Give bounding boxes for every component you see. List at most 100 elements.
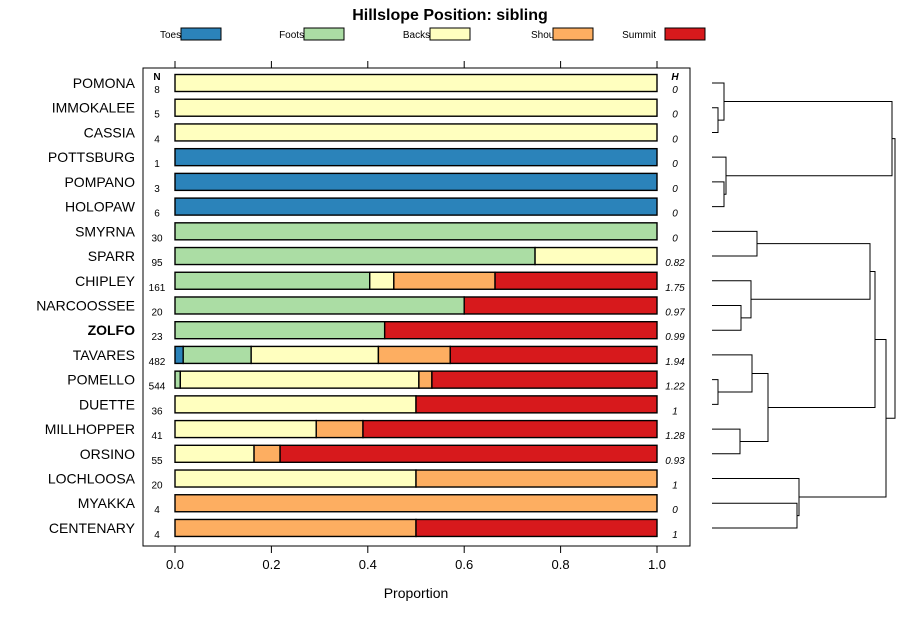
- dendrogram-branch: [724, 101, 893, 177]
- h-value: 1.28: [665, 431, 685, 442]
- legend-label-footslope: Footslope: [279, 30, 323, 41]
- dendrogram-branch: [740, 372, 769, 442]
- h-value: 0: [672, 134, 678, 145]
- n-value: 4: [154, 134, 160, 145]
- h-value: 0.82: [665, 258, 685, 269]
- n-value: 6: [154, 209, 160, 220]
- h-value: 1: [672, 530, 678, 541]
- soil-label: POMELLO: [67, 372, 135, 388]
- dendrogram-branch: [886, 138, 896, 419]
- soil-label: ZOLFO: [88, 322, 136, 338]
- bar-segment-backslope: [174, 395, 417, 414]
- row-pomona: POMONA 8 0: [73, 73, 678, 96]
- soil-label: CHIPLEY: [75, 273, 136, 289]
- row-narcoossee: NARCOOSSEE 20 0.97: [36, 296, 685, 318]
- legend-swatch-shoulder: [552, 27, 594, 41]
- bar-segment-shoulder: [415, 469, 658, 488]
- n-value: 95: [151, 258, 163, 269]
- x-tick-label: 0.2: [262, 557, 280, 572]
- row-lochloosa: LOCHLOOSA 20 1: [48, 469, 678, 492]
- row-holopaw: HOLOPAW 6 0: [65, 197, 678, 220]
- soil-label: SMYRNA: [75, 223, 136, 239]
- row-orsino: ORSINO 55 0.93: [80, 444, 685, 467]
- h-value: 1.22: [665, 382, 685, 393]
- bar-segment-summit: [383, 321, 658, 340]
- soil-label: CENTENARY: [49, 520, 136, 536]
- n-value: 4: [154, 505, 160, 516]
- row-centenary: CENTENARY 4 1: [49, 518, 678, 541]
- bar-segment-summit: [449, 345, 658, 365]
- bar-segment-backslope: [174, 123, 658, 142]
- soil-label: ORSINO: [80, 446, 135, 462]
- h-header: H: [671, 72, 679, 83]
- bar-segment-backslope: [534, 246, 658, 266]
- bar-segment-summit: [463, 296, 658, 315]
- n-value: 3: [154, 184, 160, 195]
- bar-segment-footslope: [174, 246, 536, 266]
- h-value: 0: [672, 85, 678, 96]
- row-smyrna: SMYRNA 30 0: [75, 222, 678, 244]
- bar-segment-backslope: [174, 73, 658, 93]
- n-value: 23: [151, 332, 163, 343]
- soil-label: DUETTE: [79, 396, 135, 412]
- soil-label: CASSIA: [84, 124, 136, 140]
- bar-segment-summit: [362, 419, 658, 439]
- dendrogram-branch: [712, 304, 742, 331]
- bar-segment-shoulder: [253, 444, 281, 463]
- bar-segment-footslope: [182, 345, 252, 365]
- bar-segment-footslope: [174, 370, 182, 389]
- x-tick-label: 0.6: [455, 557, 473, 572]
- legend-label-summit: Summit: [622, 30, 656, 41]
- bar-segment-backslope: [174, 419, 317, 439]
- h-value: 0: [672, 233, 678, 244]
- x-axis: 0.0 0.2 0.4 0.6 0.8 1.0: [166, 546, 666, 572]
- n-value: 20: [151, 307, 163, 318]
- h-value: 0: [672, 209, 678, 220]
- dendrogram-branch: [751, 243, 871, 300]
- bar-segment-footslope: [174, 296, 465, 315]
- bar-segment-backslope: [179, 370, 420, 389]
- soil-label: TAVARES: [73, 347, 135, 363]
- legend: Toeslope Footslope Backslope Shoulder Summit: [160, 27, 706, 41]
- dendrogram-branch: [712, 478, 800, 517]
- soil-label: IMMOKALEE: [52, 100, 135, 116]
- legend-label-toeslope: Toeslope: [160, 30, 200, 41]
- h-value: 0: [672, 110, 678, 121]
- n-value: 544: [149, 382, 166, 393]
- dendrogram-branch: [712, 379, 719, 405]
- n-value: 5: [154, 110, 160, 121]
- x-tick-label: 0.0: [166, 557, 184, 572]
- h-value: 0: [672, 184, 678, 195]
- h-value: 0.93: [665, 456, 685, 467]
- chart-title: Hillslope Position: sibling: [352, 7, 548, 24]
- legend-swatch-backslope: [429, 27, 471, 41]
- n-value: 20: [151, 481, 163, 492]
- plot-frame: [142, 67, 691, 547]
- dendrogram-branch: [712, 107, 719, 133]
- n-value: 4: [154, 530, 160, 541]
- row-cassia: CASSIA 4 0: [84, 123, 678, 145]
- bar-segment-summit: [415, 395, 658, 414]
- bar-segment-shoulder: [377, 345, 451, 365]
- bar-segment-footslope: [174, 271, 371, 290]
- h-value: 1.75: [665, 283, 685, 294]
- dendrogram-branch: [799, 338, 887, 498]
- bar-segment-footslope: [174, 321, 386, 340]
- h-value: 0: [672, 505, 678, 516]
- n-value: 161: [149, 283, 166, 294]
- legend-label-backslope: Backslope: [403, 30, 450, 41]
- n-value: 36: [151, 406, 163, 417]
- row-immokalee: IMMOKALEE 5 0: [52, 98, 678, 121]
- soil-label: LOCHLOOSA: [48, 471, 136, 487]
- dendrogram-branch: [768, 270, 876, 408]
- bar-segment-toeslope: [174, 197, 658, 216]
- legend-swatch-summit: [664, 27, 706, 41]
- bar-segment-shoulder: [418, 370, 433, 389]
- x-tick-label: 1.0: [648, 557, 666, 572]
- bar-segment-backslope: [250, 345, 380, 365]
- bar-segment-shoulder: [174, 494, 658, 513]
- n-value: 41: [151, 431, 163, 442]
- bar-segment-backslope: [369, 271, 395, 290]
- legend-swatch-footslope: [303, 27, 345, 41]
